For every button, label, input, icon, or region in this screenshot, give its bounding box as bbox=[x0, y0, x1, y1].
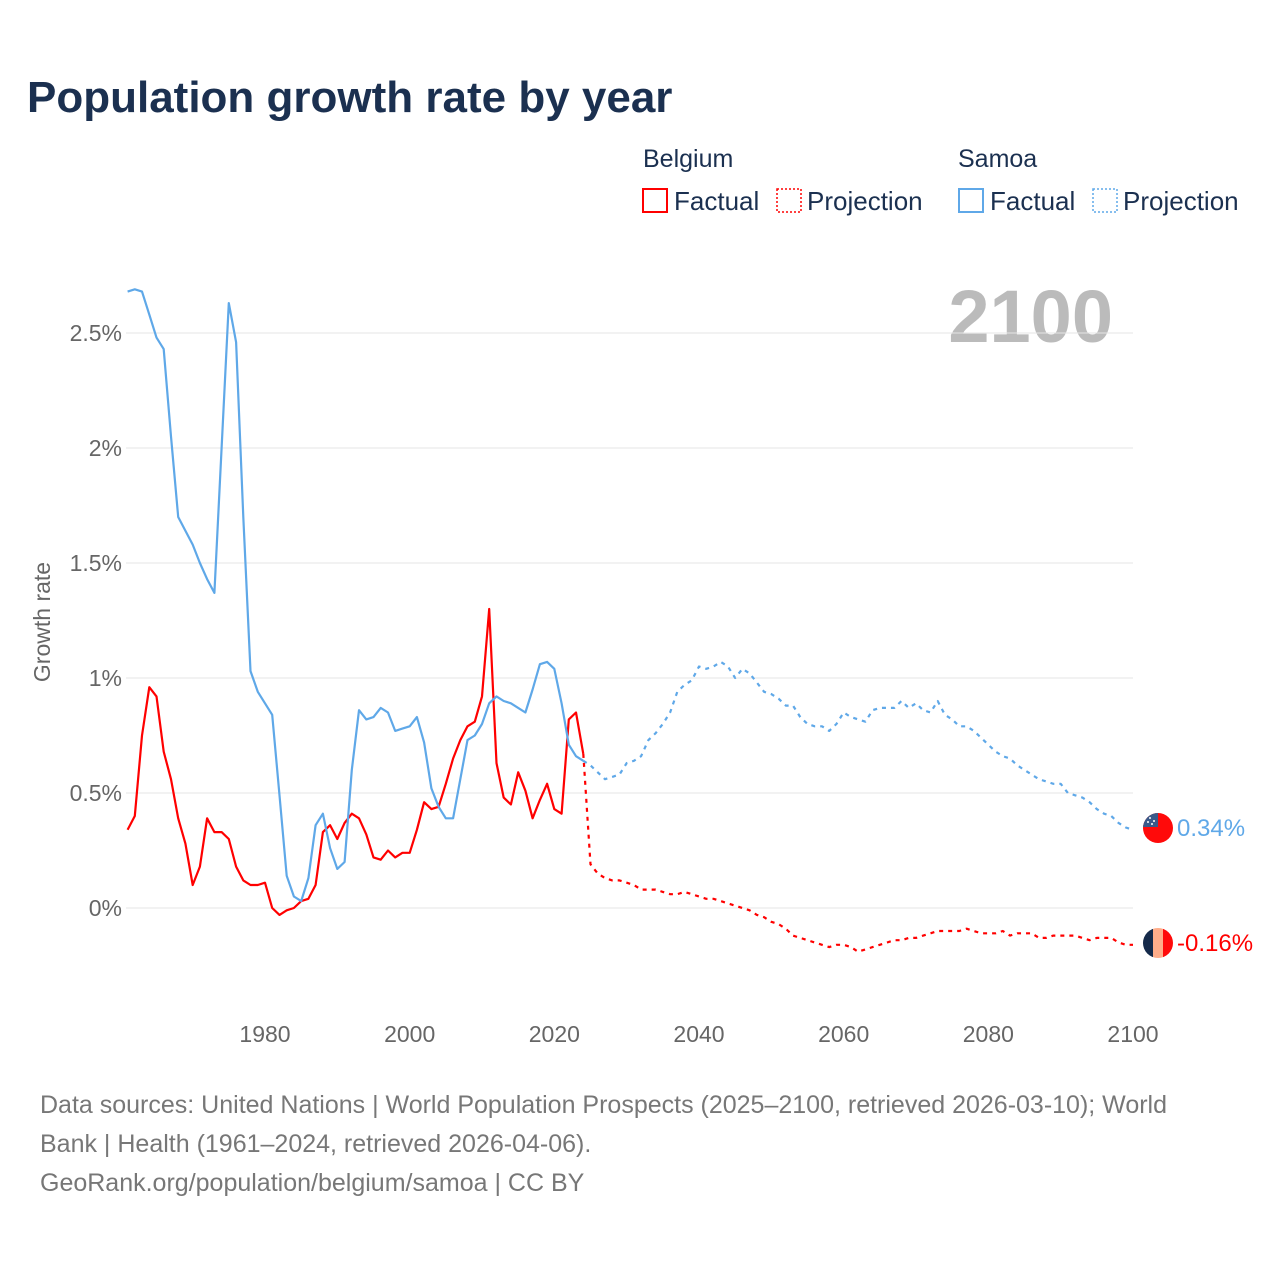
series-lines bbox=[126, 288, 1134, 953]
end-marker-samoa: 0.34% bbox=[1143, 813, 1245, 843]
legend-label-belgium-factual[interactable]: Factual bbox=[674, 186, 759, 216]
x-tick-label: 2080 bbox=[963, 1021, 1014, 1047]
samoa-flag-icon bbox=[1143, 813, 1173, 843]
y-tick-label: 0.5% bbox=[70, 780, 122, 806]
series-line-samoa-projection bbox=[582, 660, 1134, 831]
y-tick-label: 0% bbox=[89, 895, 122, 921]
legend-swatch-belgium-projection bbox=[776, 188, 802, 213]
end-marker-belgium: -0.16% bbox=[1143, 928, 1253, 958]
chart-title: Population growth rate by year bbox=[27, 73, 672, 122]
legend-group-belgium: Belgium bbox=[643, 145, 733, 173]
y-axis-ticks: 0% 0.5% 1% 1.5% 2% 2.5% bbox=[70, 320, 122, 921]
footer-sources-line-1: Data sources: United Nations | World Pop… bbox=[40, 1091, 1167, 1119]
y-tick-label: 2.5% bbox=[70, 320, 122, 346]
legend-swatch-belgium-factual bbox=[642, 188, 668, 213]
y-axis-label: Growth rate bbox=[29, 562, 55, 682]
grid bbox=[126, 332, 1133, 909]
x-tick-label: 1980 bbox=[239, 1021, 290, 1047]
legend-swatch-samoa-projection bbox=[1092, 188, 1118, 213]
legend: Belgium Factual Projection Samoa Factual… bbox=[642, 145, 1239, 216]
legend-group-samoa: Samoa bbox=[958, 145, 1037, 173]
legend-label-belgium-projection[interactable]: Projection bbox=[807, 186, 923, 216]
legend-label-samoa-projection[interactable]: Projection bbox=[1123, 186, 1239, 216]
footer-sources-line-2: Bank | Health (1961–2024, retrieved 2026… bbox=[40, 1130, 591, 1158]
legend-swatch-samoa-factual bbox=[958, 188, 984, 213]
x-tick-label: 2020 bbox=[529, 1021, 580, 1047]
end-label-belgium: -0.16% bbox=[1177, 930, 1253, 957]
x-tick-label: 2060 bbox=[818, 1021, 869, 1047]
y-tick-label: 1% bbox=[89, 665, 122, 691]
series-line-samoa-factual bbox=[127, 288, 584, 903]
series-line-belgium-factual bbox=[126, 607, 585, 916]
legend-label-samoa-factual[interactable]: Factual bbox=[990, 186, 1075, 216]
x-axis-ticks: 1980 2000 2020 2040 2060 2080 2100 bbox=[239, 1021, 1158, 1047]
x-tick-label: 2000 bbox=[384, 1021, 435, 1047]
x-tick-label: 2040 bbox=[673, 1021, 724, 1047]
y-tick-label: 2% bbox=[89, 435, 122, 461]
belgium-flag-icon bbox=[1143, 928, 1173, 958]
x-tick-label: 2100 bbox=[1107, 1021, 1158, 1047]
y-tick-label: 1.5% bbox=[70, 550, 122, 576]
footer-link[interactable]: GeoRank.org/population/belgium/samoa | C… bbox=[40, 1169, 585, 1197]
end-label-samoa: 0.34% bbox=[1177, 815, 1245, 842]
current-year-label: 2100 bbox=[948, 275, 1113, 358]
